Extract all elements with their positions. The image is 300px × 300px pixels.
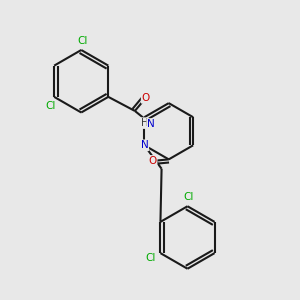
- Text: Cl: Cl: [78, 36, 88, 46]
- Text: H: H: [141, 118, 148, 128]
- Text: O: O: [148, 156, 157, 166]
- Text: N: N: [140, 140, 148, 150]
- Text: N: N: [147, 119, 155, 129]
- Text: O: O: [142, 93, 150, 103]
- Text: Cl: Cl: [184, 192, 194, 202]
- Text: Cl: Cl: [45, 100, 56, 111]
- Text: Cl: Cl: [146, 253, 156, 263]
